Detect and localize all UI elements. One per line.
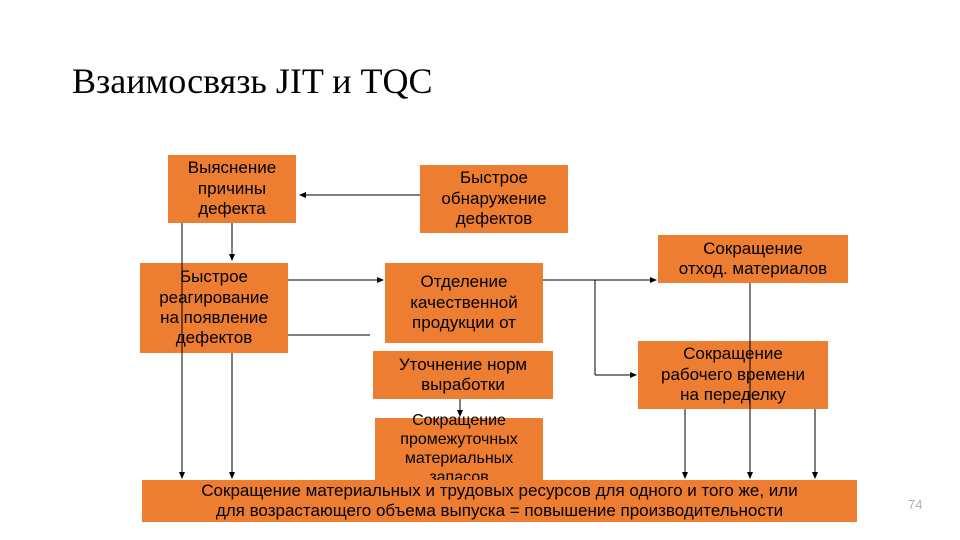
node-norms: Уточнение нормвыработки [373, 351, 553, 399]
node-inventory-reduction: Сокращениепромежуточныхматериальныхзапас… [375, 418, 543, 480]
node-cause-investigation: Выяснениепричиныдефекта [168, 155, 296, 223]
node-label: Быстроеобнаружениедефектов [441, 168, 546, 229]
page-title: Взаимосвязь JIT и TQC [72, 60, 432, 102]
node-waste-reduction: Сокращениеотход. материалов [658, 235, 848, 283]
node-label: Сокращение материальных и трудовых ресур… [201, 481, 797, 522]
node-label: Сокращениеотход. материалов [679, 239, 827, 280]
node-label: Сокращениепромежуточныхматериальныхзапас… [400, 411, 517, 488]
node-label: Сокращениерабочего временина переделку [661, 344, 805, 405]
node-label: Отделениекачественнойпродукции от [410, 272, 518, 333]
node-separation: Отделениекачественнойпродукции от [385, 263, 543, 343]
node-label: Уточнение нормвыработки [399, 355, 527, 396]
node-label: Быстроереагированиена появлениедефектов [159, 267, 269, 349]
page-number: 74 [908, 497, 922, 512]
node-fast-detection: Быстроеобнаружениедефектов [420, 165, 568, 233]
node-fast-response: Быстроереагированиена появлениедефектов [140, 263, 288, 353]
node-label: Выяснениепричиныдефекта [188, 158, 276, 219]
node-productivity: Сокращение материальных и трудовых ресур… [142, 480, 857, 522]
node-rework-time: Сокращениерабочего временина переделку [638, 341, 828, 409]
